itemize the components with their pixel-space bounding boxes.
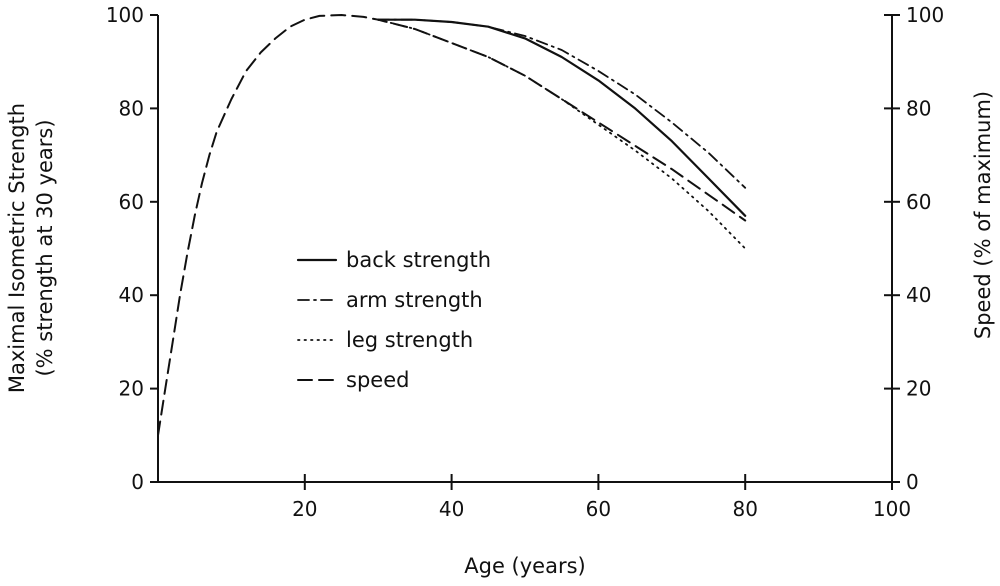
- legend: back strength arm strength leg strength spe…: [296, 248, 491, 392]
- y-tick-label-right: 80: [906, 96, 931, 120]
- y-tick-label-left: 80: [119, 96, 144, 120]
- y-tick-label-right: 0: [906, 470, 919, 494]
- x-tick-label: 20: [292, 497, 317, 521]
- x-tick-label: 80: [732, 497, 757, 521]
- y-tick-label-left: 20: [119, 377, 144, 401]
- y-tick-label-left: 40: [119, 283, 144, 307]
- y-tick-label-left: 60: [119, 190, 144, 214]
- x-tick-label: 60: [586, 497, 611, 521]
- series-line-arm-strength: [377, 18, 747, 189]
- y-tick-label-left: 0: [131, 470, 144, 494]
- y-tick-label-right: 100: [906, 3, 944, 27]
- series-line-speed: [157, 14, 747, 437]
- y-axis-title-right: Speed (% of maximum): [971, 91, 995, 339]
- axes: [157, 15, 893, 483]
- series-line-leg-strength: [377, 18, 747, 250]
- legend-label: speed: [346, 368, 409, 392]
- y-tick-label-right: 40: [906, 283, 931, 307]
- legend-label: leg strength: [346, 328, 473, 352]
- y-tick-label-right: 20: [906, 377, 931, 401]
- ticks: 0 0 20 20 40 40 60 60 80 80 100 100 20 40 60 80 100: [106, 3, 944, 521]
- legend-label: back strength: [346, 248, 491, 272]
- y-tick-label-left: 100: [106, 3, 144, 27]
- y-tick-label-right: 60: [906, 190, 931, 214]
- legend-label: arm strength: [346, 288, 483, 312]
- x-axis-title: Age (years): [464, 554, 585, 578]
- series-group: [157, 14, 747, 437]
- x-tick-label: 40: [439, 497, 464, 521]
- x-tick-label: 100: [873, 497, 911, 521]
- y-axis-title-left-line1: Maximal Isometric Strength: [5, 103, 29, 393]
- y-axis-title-left-line2: (% strength at 30 years): [33, 119, 57, 376]
